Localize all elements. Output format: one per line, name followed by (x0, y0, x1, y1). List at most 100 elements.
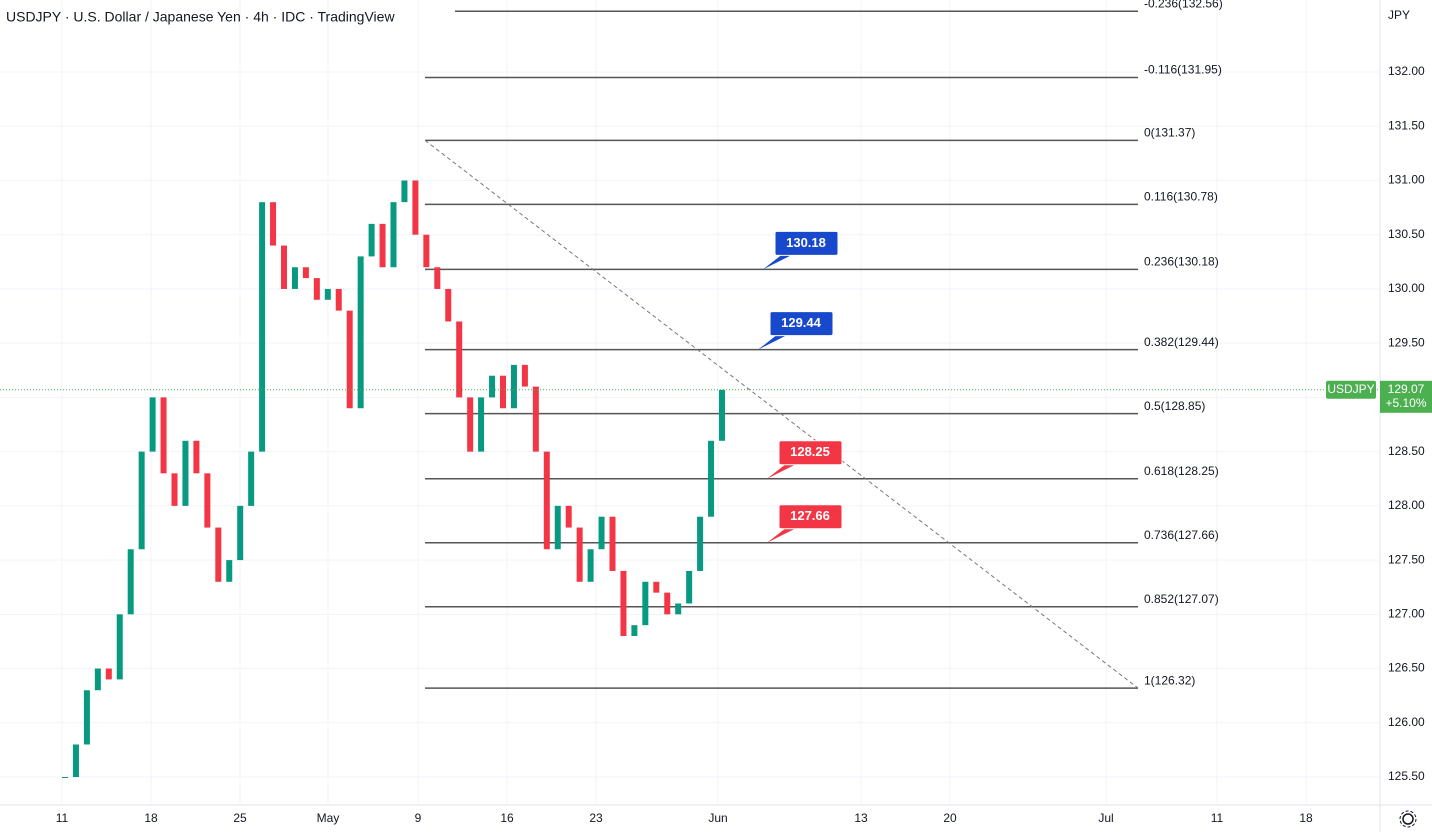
x-tick-label: 9 (415, 811, 422, 825)
fib-label: 0(131.37) (1144, 126, 1195, 140)
fib-label: 0.5(128.85) (1144, 399, 1205, 413)
fib-label: 0.116(130.78) (1144, 190, 1218, 204)
candle (237, 505, 244, 561)
callout-pointer (767, 528, 795, 543)
candle (675, 603, 682, 615)
settings-icon[interactable] (1399, 810, 1417, 828)
candle (500, 375, 506, 409)
candle (313, 278, 320, 300)
candle (335, 288, 342, 311)
candle (291, 267, 298, 289)
candle (171, 473, 178, 506)
candle (719, 389, 725, 441)
candle (94, 668, 101, 691)
fib-label: 0.618(128.25) (1144, 464, 1219, 478)
candle (543, 451, 550, 550)
x-tick-label: 23 (589, 811, 603, 825)
currency: JPY (1388, 8, 1410, 22)
callout-pointer (763, 255, 791, 270)
candle (423, 234, 430, 268)
candle (281, 245, 287, 289)
candle (456, 321, 463, 398)
chart-title: USDJPY · U.S. Dollar / Japanese Yen · 4h… (6, 9, 395, 25)
y-tick-label: 130.00 (1388, 281, 1425, 295)
candle (598, 516, 605, 550)
x-tick-label: 16 (500, 811, 514, 825)
candle (708, 440, 715, 517)
candle (510, 364, 517, 409)
candle (532, 386, 539, 452)
y-tick-label: 127.50 (1388, 552, 1425, 566)
callout-label: 127.66 (790, 508, 830, 523)
callout-box (778, 504, 843, 530)
y-tick-label: 132.00 (1388, 64, 1425, 78)
candle (390, 202, 397, 268)
change-label: +5.10% (1385, 396, 1426, 410)
price-label: 129.07 (1388, 382, 1425, 396)
candle (160, 397, 167, 474)
y-tick-label: 127.00 (1388, 606, 1425, 620)
candle (324, 288, 331, 300)
candle (587, 549, 594, 582)
x-tick-label: 11 (1211, 811, 1224, 825)
candle (127, 549, 134, 615)
x-tick-label: 18 (144, 811, 158, 825)
candle (270, 202, 277, 246)
candle (434, 267, 441, 289)
candle (697, 516, 704, 571)
y-tick-label: 131.50 (1388, 118, 1425, 132)
y-tick-label: 131.00 (1388, 173, 1425, 187)
callout-box (778, 440, 843, 466)
candle (401, 180, 408, 203)
callout-pointer (758, 335, 786, 350)
candle (664, 592, 671, 615)
y-tick-label: 128.50 (1388, 444, 1425, 458)
x-tick-label: Jun (708, 811, 727, 825)
candle (226, 560, 233, 582)
callout-pointer (767, 464, 795, 479)
candle (357, 256, 364, 409)
y-tick-label: 125.50 (1388, 769, 1425, 783)
x-tick-label: 11 (56, 811, 69, 825)
candle (116, 614, 123, 680)
candle (379, 223, 386, 268)
candle (182, 440, 189, 506)
candle (105, 668, 112, 680)
x-tick-label: 13 (854, 811, 868, 825)
candle (346, 310, 353, 409)
trend-line (424, 139, 1139, 689)
fib-label: -0.116(131.95) (1144, 63, 1222, 77)
fib-label: 0.236(130.18) (1144, 255, 1219, 269)
candle (642, 581, 649, 626)
candle (609, 516, 616, 571)
y-tick-label: 130.50 (1388, 227, 1425, 241)
callout-box (774, 230, 839, 256)
x-tick-label: Jul (1098, 811, 1113, 825)
candle (149, 397, 156, 452)
candle (620, 570, 627, 637)
candle (215, 527, 222, 582)
candle (653, 581, 660, 593)
y-tick-label: 126.00 (1388, 715, 1425, 729)
fib-label: 1(126.32) (1144, 673, 1195, 687)
x-tick-label: 18 (1299, 811, 1313, 825)
y-tick-label: 128.00 (1388, 498, 1425, 512)
x-tick-label: 20 (943, 811, 957, 825)
candle (478, 397, 485, 452)
candle (368, 223, 375, 257)
symbol-tag (1326, 380, 1376, 399)
fib-label: -0.236(132.56) (1144, 0, 1223, 10)
candle (302, 267, 309, 279)
candle (83, 690, 90, 745)
candle (193, 440, 200, 474)
candle (138, 451, 145, 550)
candle (631, 625, 638, 637)
candle (521, 364, 528, 387)
candle (489, 375, 496, 398)
price-tag (1380, 380, 1432, 413)
y-tick-label: 129.50 (1388, 335, 1425, 349)
callout-box (769, 311, 834, 337)
candle (554, 505, 561, 550)
